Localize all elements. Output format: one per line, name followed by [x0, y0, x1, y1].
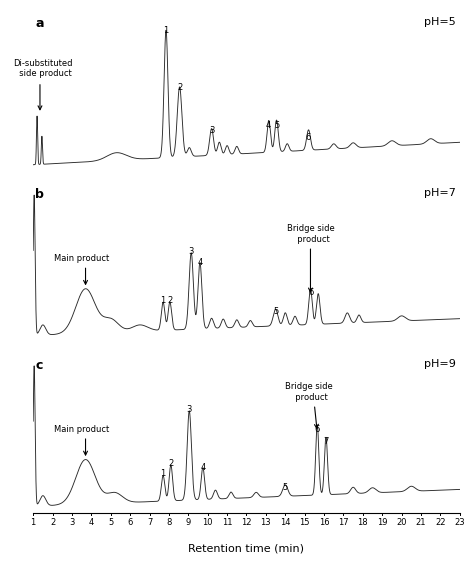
Text: 5: 5 — [274, 121, 279, 130]
Text: 6: 6 — [315, 425, 320, 433]
Text: 16: 16 — [319, 518, 329, 526]
Text: Main product: Main product — [54, 425, 109, 433]
Text: 3: 3 — [189, 247, 194, 256]
Text: 8: 8 — [166, 518, 172, 526]
Text: Main product: Main product — [54, 254, 109, 263]
Text: 3: 3 — [209, 126, 214, 135]
Text: 23: 23 — [455, 518, 465, 526]
Text: 1: 1 — [30, 518, 36, 526]
Text: c: c — [35, 359, 43, 372]
Text: 2: 2 — [167, 296, 173, 305]
Text: 5: 5 — [273, 307, 278, 316]
Text: 4: 4 — [197, 258, 202, 267]
Text: 4: 4 — [89, 518, 94, 526]
Text: 9: 9 — [186, 518, 191, 526]
Text: 4: 4 — [200, 463, 205, 472]
Text: 5: 5 — [283, 483, 288, 492]
Text: pH=5: pH=5 — [424, 18, 456, 27]
Text: a: a — [35, 18, 44, 30]
Text: 6: 6 — [306, 133, 311, 142]
Text: 2: 2 — [168, 459, 173, 468]
Text: 19: 19 — [377, 518, 387, 526]
Text: 7: 7 — [323, 437, 328, 447]
Text: 20: 20 — [396, 518, 407, 526]
Text: 22: 22 — [435, 518, 446, 526]
Text: 15: 15 — [300, 518, 310, 526]
Text: 2: 2 — [177, 83, 182, 92]
Text: Bridge side
  product: Bridge side product — [287, 224, 334, 244]
Text: pH=7: pH=7 — [424, 188, 456, 198]
Text: 5: 5 — [108, 518, 113, 526]
Text: Di-substituted
  side product: Di-substituted side product — [13, 59, 73, 78]
Text: 2: 2 — [50, 518, 55, 526]
Text: 1: 1 — [160, 469, 165, 478]
Text: 14: 14 — [280, 518, 291, 526]
Text: 1: 1 — [160, 296, 165, 305]
Text: 17: 17 — [338, 518, 349, 526]
Text: 11: 11 — [222, 518, 232, 526]
Text: 3: 3 — [187, 405, 192, 415]
Text: 1: 1 — [164, 26, 169, 35]
Text: 12: 12 — [241, 518, 252, 526]
Text: 6: 6 — [128, 518, 133, 526]
Text: Bridge side
  product: Bridge side product — [285, 383, 332, 401]
Text: 21: 21 — [416, 518, 426, 526]
Text: 3: 3 — [69, 518, 74, 526]
Text: 10: 10 — [202, 518, 213, 526]
Text: 7: 7 — [147, 518, 152, 526]
Text: Retention time (min): Retention time (min) — [189, 544, 304, 554]
Text: 13: 13 — [261, 518, 271, 526]
Text: b: b — [35, 188, 44, 201]
Text: 4: 4 — [265, 121, 271, 130]
Text: pH=9: pH=9 — [424, 359, 456, 369]
Text: 6: 6 — [309, 288, 314, 297]
Text: 18: 18 — [357, 518, 368, 526]
